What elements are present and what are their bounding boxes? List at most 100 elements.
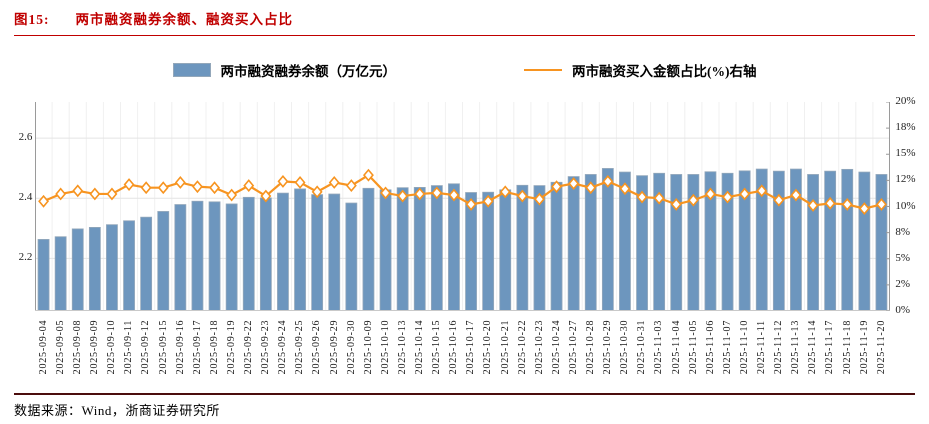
x-axis-label: 2025-11-19 [858,319,870,375]
x-axis-label: 2025-11-17 [824,319,836,375]
ratio-line-markers [38,168,888,216]
diamond-marker-2025-11-11 [756,184,768,198]
bar-2025-09-04 [37,239,50,311]
x-axis-label: 2025-09-17 [191,319,203,375]
bar-2025-11-12 [773,170,786,311]
title-rule-divider [14,35,915,36]
left-axis-tick-label: 2.4 [18,191,33,204]
bar-2025-09-09 [89,227,102,311]
diamond-marker-2025-09-22 [243,179,255,193]
x-axis-label: 2025-11-04 [670,319,682,375]
bar-2025-11-19 [858,171,871,311]
x-axis-label: 2025-10-09 [362,319,374,375]
x-axis-label: 2025-10-20 [482,319,494,375]
bar-2025-09-29 [328,193,341,311]
diamond-marker-2025-09-17 [192,180,204,194]
data-source-text: 数据来源：Wind，浙商证券研究所 [14,403,220,418]
x-axis-label: 2025-10-28 [585,319,597,375]
bar-2025-09-22 [243,196,255,311]
diamond-marker-2025-10-27 [568,177,580,190]
diamond-marker-2025-10-23 [534,192,546,206]
legend-bar-label: 两市融资融券余额（万亿元） [220,64,397,79]
diamond-marker-2025-10-09 [363,168,375,182]
x-axis-labels: 2025-09-04 2025-09-05 2025-09-08 2025-09-09… [35,311,890,385]
bar-2025-11-04 [670,174,683,311]
bar-2025-10-14 [414,187,426,311]
x-axis-label: 2025-09-18 [208,319,220,375]
bar-2025-10-27 [568,176,580,311]
bar-2025-10-10 [379,189,392,311]
diamond-marker-2025-09-24 [277,174,289,188]
right-axis-tick-label: 20% [895,95,916,107]
diamond-marker-2025-11-05 [688,193,700,207]
x-axis-label: 2025-10-17 [465,319,477,375]
diamond-marker-2025-09-05 [55,187,67,201]
bar-2025-09-17 [191,200,204,311]
x-axis-label: 2025-09-09 [89,319,101,375]
bar-2025-09-18 [208,201,221,311]
diamond-marker-2025-09-26 [312,185,323,199]
diamond-marker-2025-11-04 [671,197,683,211]
x-axis-label: 2025-10-23 [533,319,545,375]
diamond-marker-2025-10-14 [414,187,426,201]
x-axis-label: 2025-11-18 [841,319,853,375]
bar-2025-11-10 [739,170,751,311]
x-axis-label: 2025-09-10 [106,319,118,375]
plot-column: 2025-09-04 2025-09-05 2025-09-08 2025-09-09… [35,102,891,385]
diamond-marker-2025-11-12 [773,193,785,207]
diamond-marker-2025-11-20 [876,197,888,211]
bar-2025-11-20 [875,174,888,311]
bar-2025-09-30 [345,202,358,311]
x-axis-label: 2025-11-20 [875,319,887,375]
bar-2025-09-15 [157,211,170,311]
diamond-marker-2025-09-30 [346,179,358,193]
x-axis-label: 2025-10-29 [602,319,614,375]
bar-2025-09-05 [55,236,67,311]
bar-2025-10-23 [533,185,546,311]
diamond-marker-2025-10-20 [483,194,494,208]
x-axis-label: 2025-10-22 [516,319,528,375]
bar-2025-09-08 [72,228,84,311]
diamond-marker-2025-10-15 [431,186,443,200]
bar-2025-11-17 [824,170,837,311]
x-axis-label: 2025-10-24 [550,319,562,375]
bar-2025-09-24 [277,192,290,311]
bar-2025-09-16 [174,204,187,311]
x-axis-label: 2025-11-10 [738,319,750,375]
diamond-marker-2025-09-10 [106,187,118,201]
legend-item-ratio: 两市融资买入金额占比(%)右轴 [524,60,757,80]
x-axis-label: 2025-09-12 [140,319,152,375]
bar-2025-10-28 [585,174,597,311]
bar-2025-09-23 [260,197,273,311]
bar-2025-09-25 [294,188,307,311]
diamond-marker-2025-11-13 [790,188,802,202]
bar-2025-10-31 [636,175,649,311]
bar-2025-11-14 [807,174,820,311]
diamond-marker-2025-09-12 [141,181,152,195]
x-axis-label: 2025-11-12 [773,319,785,375]
x-axis-label: 2025-11-06 [704,319,716,375]
bar-2025-10-13 [397,187,409,311]
diamond-marker-2025-09-15 [158,181,170,195]
x-axis-label: 2025-09-05 [54,319,66,375]
x-axis-label: 2025-10-27 [567,319,579,375]
x-axis-label: 2025-10-21 [499,319,511,375]
right-axis-tick-label: 10% [895,199,916,212]
figure-number: 图15: [14,12,50,27]
x-axis-label: 2025-09-16 [174,319,186,375]
diamond-marker-2025-10-24 [551,180,563,194]
x-axis-label: 2025-10-13 [396,319,408,375]
diamond-marker-2025-11-10 [739,187,751,201]
x-axis-label: 2025-10-16 [448,319,460,375]
right-axis-tick-label: 8% [895,225,910,238]
bar-2025-11-11 [756,168,768,311]
x-axis-label: 2025-09-08 [72,319,84,375]
bar-2025-09-11 [123,220,136,311]
left-axis-labels: 2.2 2.4 2.6 [14,102,35,311]
chart-region: 2.2 2.4 2.6 2025-09-04 2025-09-05 2025-09-08… [14,95,917,385]
diamond-marker-2025-09-08 [72,184,84,198]
right-axis-tick-label: 12% [895,173,916,186]
x-axis-label: 2025-09-26 [311,319,323,375]
x-axis-label: 2025-11-13 [790,319,802,375]
